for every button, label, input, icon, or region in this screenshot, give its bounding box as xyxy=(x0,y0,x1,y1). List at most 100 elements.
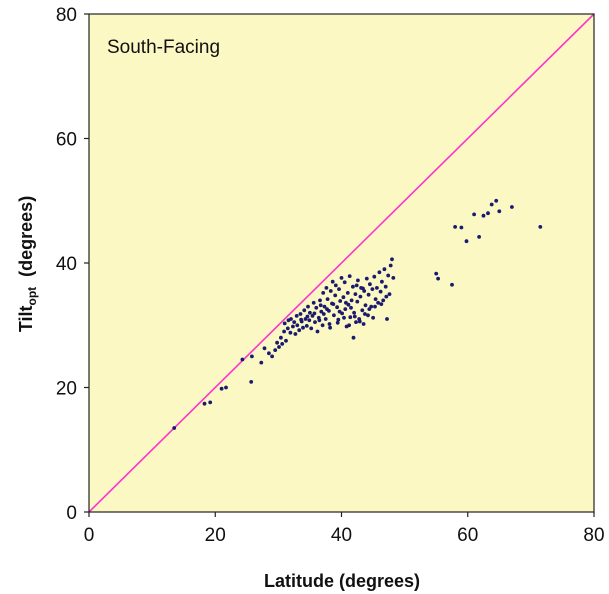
data-point-91 xyxy=(364,276,369,281)
data-point-111 xyxy=(388,263,393,268)
data-point-16 xyxy=(280,342,285,346)
data-point-76 xyxy=(349,298,354,303)
data-point-53 xyxy=(325,297,330,301)
data-point-26 xyxy=(293,332,298,336)
data-point-66 xyxy=(339,276,344,280)
data-point-96 xyxy=(370,287,375,291)
data-point-49 xyxy=(321,291,326,295)
data-point-14 xyxy=(277,345,281,349)
data-point-147 xyxy=(486,211,490,216)
data-point-112 xyxy=(390,257,394,262)
data-point-125 xyxy=(337,309,342,314)
data-point-115 xyxy=(321,312,326,316)
data-point-117 xyxy=(335,320,340,325)
data-point-102 xyxy=(377,270,382,275)
data-point-2 xyxy=(208,400,213,405)
data-point-139 xyxy=(436,276,440,281)
y-axis-title: Tiltopt (degrees) xyxy=(16,196,39,332)
data-point-143 xyxy=(464,239,469,244)
data-point-110 xyxy=(387,292,392,296)
data-point-120 xyxy=(352,314,357,319)
data-point-78 xyxy=(351,335,356,340)
data-point-119 xyxy=(347,323,351,328)
data-point-132 xyxy=(367,307,372,311)
data-point-63 xyxy=(336,317,341,322)
data-point-99 xyxy=(373,297,378,301)
data-point-3 xyxy=(219,386,224,391)
y-axis-title-sub: opt xyxy=(25,287,39,306)
x-tick-label-0: 0 xyxy=(84,525,95,546)
data-point-82 xyxy=(355,299,360,304)
data-point-104 xyxy=(380,279,384,284)
y-axis-title-main: Tilt xyxy=(16,306,36,333)
data-point-28 xyxy=(295,323,300,328)
data-point-133 xyxy=(373,304,377,309)
data-point-43 xyxy=(314,305,319,310)
data-point-134 xyxy=(379,302,384,306)
x-tick-label-4: 80 xyxy=(583,525,604,546)
data-point-7 xyxy=(250,354,254,359)
data-point-56 xyxy=(328,289,333,293)
data-point-85 xyxy=(358,294,363,299)
data-point-92 xyxy=(366,313,370,318)
data-point-98 xyxy=(372,274,377,279)
y-tick-label-4: 80 xyxy=(56,5,77,26)
x-tick-label-2: 40 xyxy=(331,525,352,546)
data-point-124 xyxy=(344,300,348,305)
data-point-58 xyxy=(330,279,335,284)
x-axis-title: Latitude (degrees) xyxy=(264,571,420,591)
data-point-149 xyxy=(494,198,499,203)
data-point-130 xyxy=(305,314,310,319)
data-point-32 xyxy=(301,325,305,330)
y-tick-label-1: 20 xyxy=(56,379,77,400)
data-point-19 xyxy=(284,338,288,343)
data-point-55 xyxy=(327,322,332,326)
data-point-135 xyxy=(384,294,389,299)
data-point-4 xyxy=(224,385,228,390)
data-point-30 xyxy=(298,312,303,316)
data-point-0 xyxy=(172,426,177,430)
data-point-18 xyxy=(282,321,287,326)
data-point-108 xyxy=(385,317,389,321)
data-point-150 xyxy=(497,209,502,214)
data-point-13 xyxy=(275,340,279,345)
data-point-152 xyxy=(538,225,543,229)
data-point-97 xyxy=(371,315,375,320)
data-point-127 xyxy=(325,307,329,311)
data-point-23 xyxy=(289,317,293,321)
data-point-87 xyxy=(360,308,365,313)
data-point-100 xyxy=(375,286,379,290)
data-point-61 xyxy=(333,283,338,288)
data-point-39 xyxy=(309,326,314,331)
data-point-151 xyxy=(510,205,514,209)
data-point-70 xyxy=(343,307,348,311)
data-point-137 xyxy=(354,283,359,288)
data-point-114 xyxy=(317,318,322,323)
data-point-11 xyxy=(270,354,274,359)
data-point-17 xyxy=(282,329,286,334)
data-point-50 xyxy=(322,304,327,309)
data-point-51 xyxy=(323,317,328,321)
data-point-80 xyxy=(353,292,358,296)
data-point-33 xyxy=(302,308,307,313)
data-point-93 xyxy=(366,292,371,297)
data-point-113 xyxy=(391,276,396,280)
data-point-101 xyxy=(376,300,380,305)
data-point-6 xyxy=(249,380,254,384)
data-point-60 xyxy=(333,293,338,298)
data-point-109 xyxy=(386,273,391,278)
data-point-1 xyxy=(202,401,207,406)
y-tick-label-2: 40 xyxy=(56,254,77,275)
data-point-94 xyxy=(368,282,372,287)
data-point-12 xyxy=(273,348,278,352)
x-tick-label-1: 20 xyxy=(205,525,226,546)
data-point-131 xyxy=(299,317,303,322)
data-point-25 xyxy=(292,320,297,324)
data-point-141 xyxy=(453,225,457,229)
data-point-90 xyxy=(363,303,368,308)
data-point-128 xyxy=(318,303,323,308)
data-point-59 xyxy=(332,313,336,318)
data-point-116 xyxy=(328,325,332,330)
data-point-75 xyxy=(348,315,353,320)
data-point-41 xyxy=(311,300,316,305)
